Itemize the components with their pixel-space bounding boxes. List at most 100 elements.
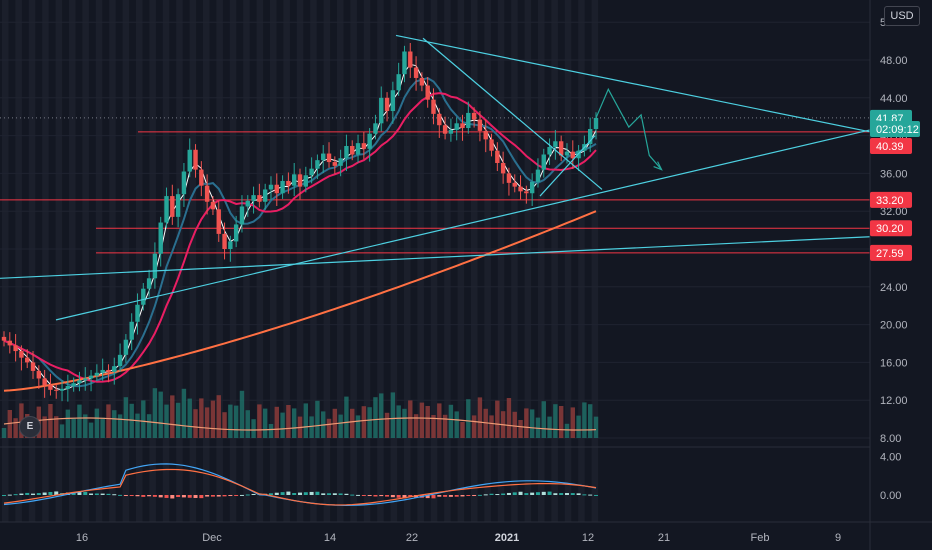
candle[interactable] <box>65 374 71 402</box>
candle[interactable] <box>291 163 297 197</box>
candle[interactable] <box>390 81 396 124</box>
candle[interactable] <box>367 128 372 162</box>
candle[interactable] <box>193 144 198 178</box>
candles[interactable] <box>1 42 599 402</box>
candle[interactable] <box>280 175 285 199</box>
candle[interactable] <box>25 349 30 369</box>
candle[interactable] <box>326 142 332 168</box>
candle[interactable] <box>553 129 558 160</box>
candle[interactable] <box>350 140 355 161</box>
candle[interactable] <box>7 332 13 354</box>
candle[interactable] <box>361 131 367 160</box>
candle[interactable] <box>245 195 250 217</box>
candle[interactable] <box>257 183 262 208</box>
candle[interactable] <box>413 56 419 91</box>
candle[interactable] <box>83 367 88 391</box>
candle[interactable] <box>483 119 488 153</box>
candle[interactable] <box>112 357 117 385</box>
candle[interactable] <box>88 369 94 392</box>
candle[interactable] <box>466 101 471 134</box>
candle[interactable] <box>500 151 506 184</box>
candle[interactable] <box>495 142 500 172</box>
candle[interactable] <box>94 364 100 382</box>
date-axis[interactable]: 16Dec142220211221Feb97 <box>76 532 841 544</box>
projection-path[interactable] <box>595 87 663 171</box>
candle[interactable] <box>489 133 494 157</box>
candle[interactable] <box>239 195 245 233</box>
candle[interactable] <box>431 88 436 125</box>
candle[interactable] <box>274 173 279 207</box>
candle[interactable] <box>19 345 24 371</box>
candle[interactable] <box>425 77 430 108</box>
candle[interactable] <box>123 334 129 363</box>
candle[interactable] <box>570 140 575 169</box>
candle[interactable] <box>384 92 390 122</box>
candle[interactable] <box>199 161 204 197</box>
candle[interactable] <box>187 138 192 178</box>
candle[interactable] <box>106 364 111 383</box>
wedge-upper-trendline[interactable] <box>422 37 603 190</box>
candle[interactable] <box>233 215 239 248</box>
candle[interactable] <box>141 283 146 311</box>
candle[interactable] <box>379 86 384 132</box>
candle[interactable] <box>170 184 175 225</box>
candle[interactable] <box>30 351 36 379</box>
lower-trendline[interactable] <box>55 129 871 321</box>
candle[interactable] <box>164 187 169 229</box>
candle[interactable] <box>251 186 256 214</box>
candle[interactable] <box>1 331 7 347</box>
candle[interactable] <box>344 134 349 172</box>
upper-trendline[interactable] <box>395 34 871 133</box>
currency-selector[interactable]: USD <box>884 6 920 26</box>
candle[interactable] <box>547 138 552 165</box>
candle[interactable] <box>529 173 535 207</box>
candle[interactable] <box>512 174 517 193</box>
candle[interactable] <box>117 343 123 372</box>
candle[interactable] <box>286 172 291 194</box>
candle[interactable] <box>541 148 546 178</box>
candle[interactable] <box>402 45 407 83</box>
candle[interactable] <box>535 158 541 188</box>
candle[interactable] <box>158 216 163 267</box>
candle[interactable] <box>100 358 105 381</box>
candle[interactable] <box>396 62 401 96</box>
candle[interactable] <box>454 117 459 141</box>
candle[interactable] <box>71 377 76 392</box>
candle[interactable] <box>321 145 326 173</box>
candle[interactable] <box>36 365 42 389</box>
trendlines[interactable] <box>0 34 871 321</box>
candle[interactable] <box>303 166 309 193</box>
candle[interactable] <box>297 168 303 200</box>
candle[interactable] <box>262 183 268 210</box>
candle[interactable] <box>338 149 343 177</box>
candle[interactable] <box>222 222 227 260</box>
candle[interactable] <box>216 200 221 242</box>
candle[interactable] <box>506 167 512 196</box>
candle[interactable] <box>54 384 59 399</box>
long-support-trendline[interactable] <box>0 236 871 279</box>
earnings-marker[interactable]: E <box>19 416 41 438</box>
candle[interactable] <box>477 111 483 142</box>
candle[interactable] <box>59 380 65 402</box>
candle[interactable] <box>442 116 448 140</box>
candle[interactable] <box>524 185 529 204</box>
candle[interactable] <box>448 118 454 142</box>
candle[interactable] <box>355 134 361 163</box>
candle[interactable] <box>42 369 47 398</box>
candle[interactable] <box>373 114 378 140</box>
candle[interactable] <box>518 175 523 200</box>
candle[interactable] <box>228 235 233 262</box>
candle[interactable] <box>437 108 442 138</box>
candle[interactable] <box>210 196 216 215</box>
candle[interactable] <box>152 242 158 289</box>
candle[interactable] <box>204 174 210 215</box>
candle[interactable] <box>48 373 53 396</box>
candle[interactable] <box>558 135 564 162</box>
candle[interactable] <box>181 163 187 207</box>
candle[interactable] <box>332 156 338 174</box>
candle[interactable] <box>471 107 477 128</box>
candle[interactable] <box>77 371 82 392</box>
candle[interactable] <box>175 188 181 228</box>
candle[interactable] <box>13 334 18 362</box>
